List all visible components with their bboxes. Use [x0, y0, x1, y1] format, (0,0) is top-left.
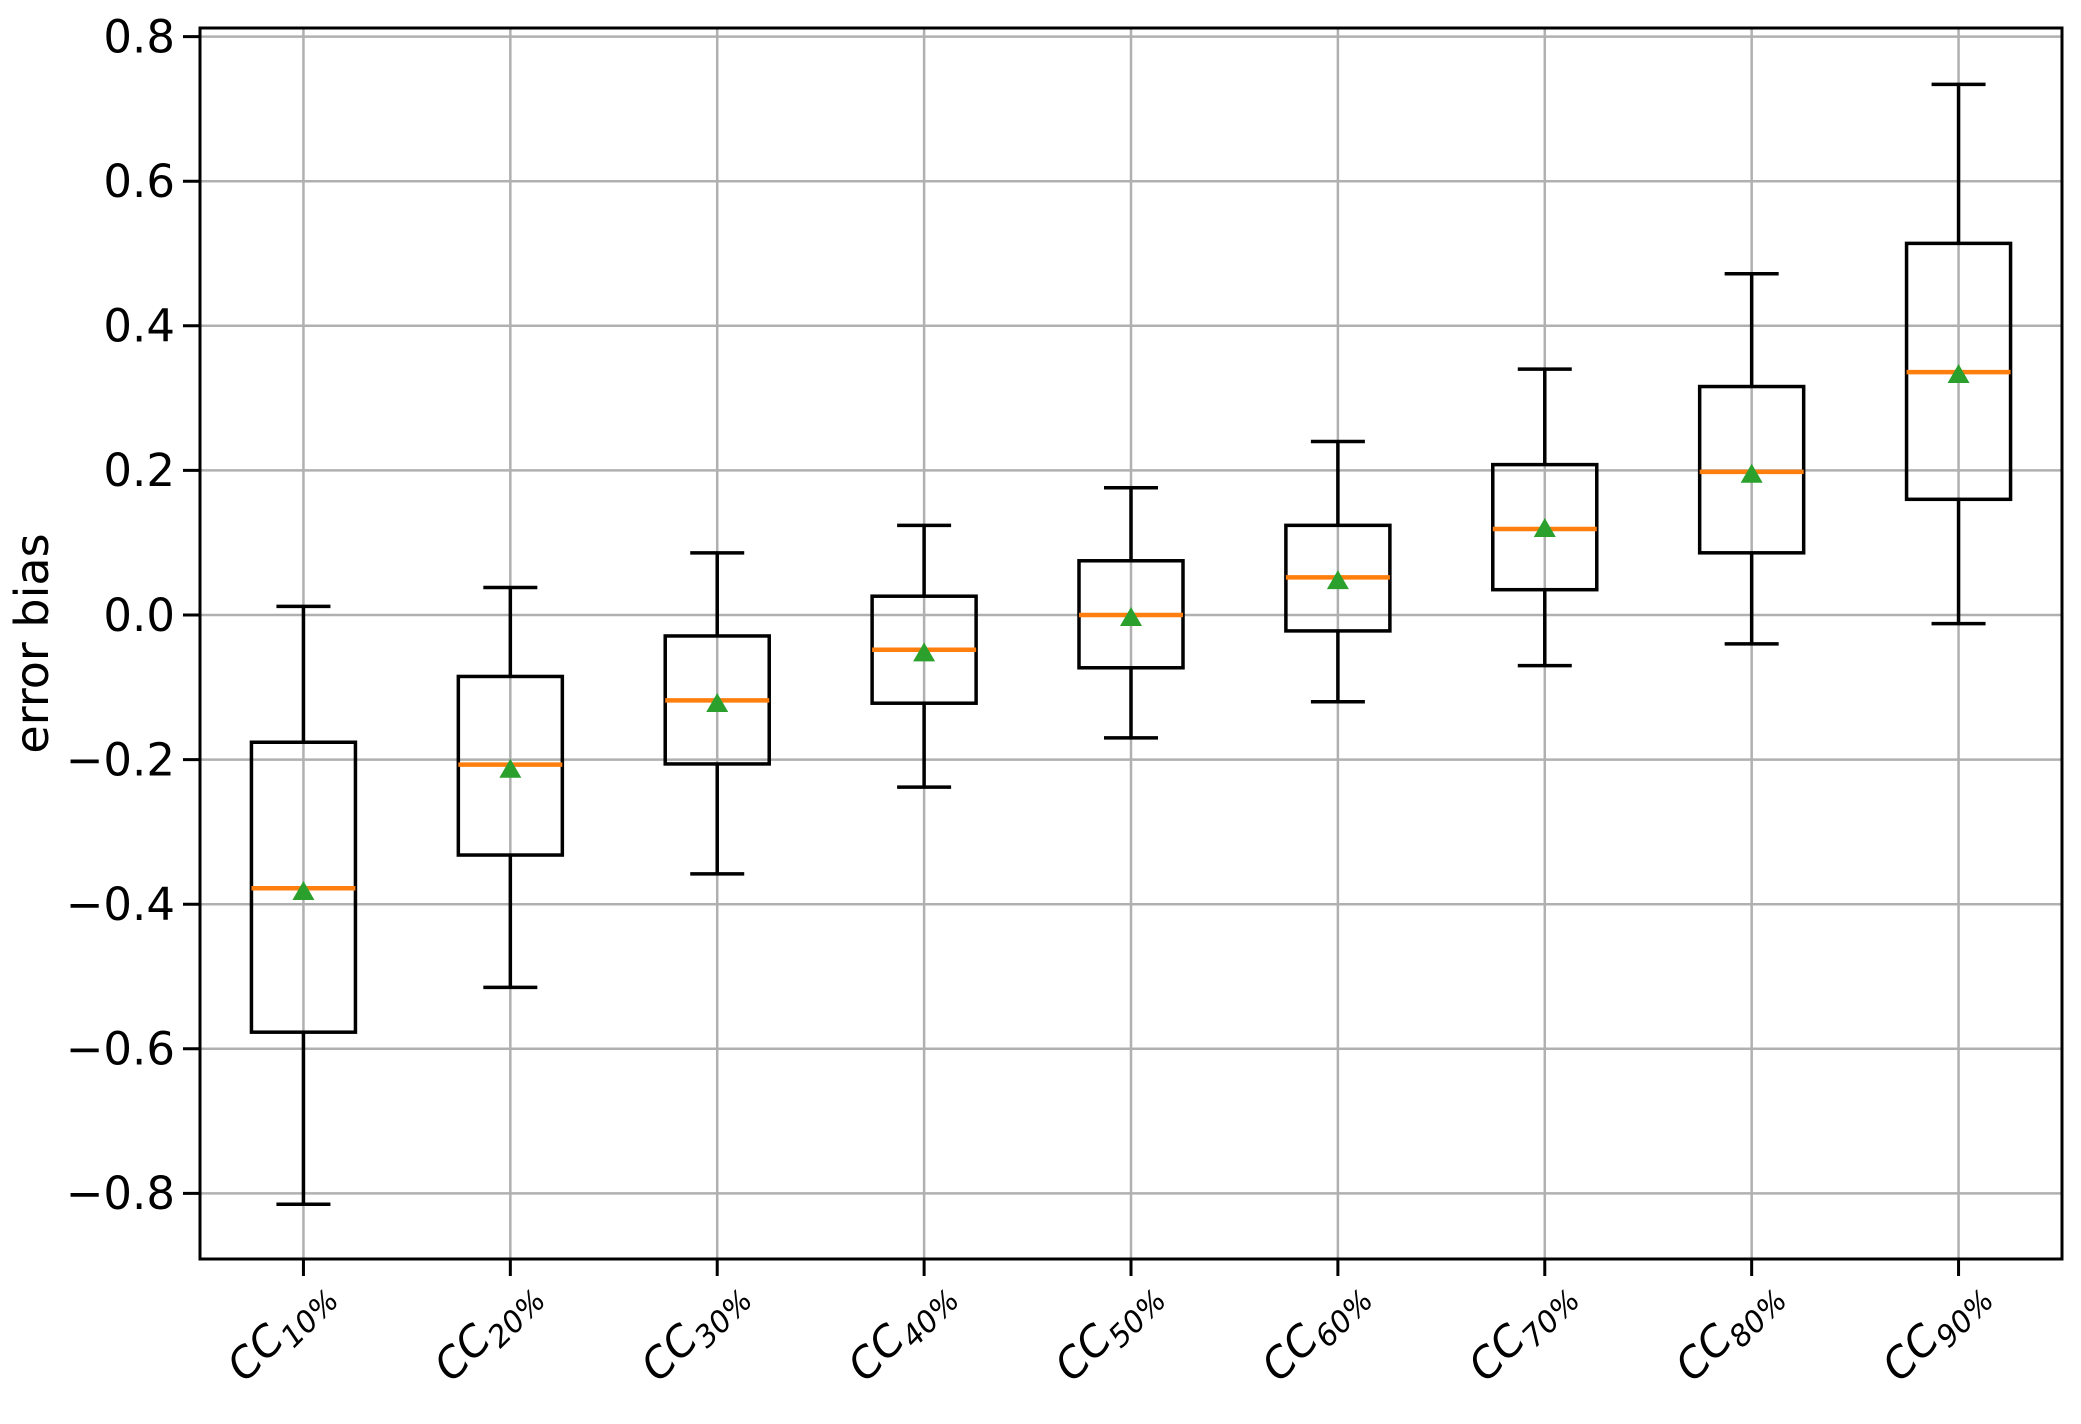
y-tick-label: −0.6	[66, 1023, 175, 1076]
box-group-80%	[1697, 271, 1806, 646]
box-group-50%	[1077, 486, 1185, 740]
y-tick-label: −0.8	[66, 1167, 175, 1220]
y-tick-label: 0.6	[103, 155, 175, 208]
y-tick-label: −0.4	[66, 878, 175, 931]
y-axis: 0.8 0.6 0.4 0.2 0.0 −0.2 −0.4 −0.6 −0.8	[66, 10, 200, 1220]
y-tick-label: 0.4	[103, 300, 175, 353]
y-axis-title: error bias	[5, 533, 59, 753]
mean-triangle-marker	[1120, 606, 1142, 626]
mean-triangle-marker	[913, 642, 936, 662]
mean-triangle-marker	[1533, 518, 1556, 538]
y-tick-label: −0.2	[66, 733, 175, 786]
box-group-10%	[249, 604, 358, 1206]
box-group-70%	[1491, 367, 1599, 668]
box-group-40%	[870, 523, 978, 789]
y-tick-label: 0.8	[103, 10, 175, 63]
mean-triangle-marker	[706, 692, 729, 712]
y-tick-label: 0.0	[103, 589, 175, 642]
box-group-30%	[663, 551, 771, 876]
y-tick-label: 0.2	[103, 444, 175, 497]
mean-triangle-marker	[1947, 364, 1970, 384]
mean-triangle-marker	[499, 758, 522, 778]
box-group-90%	[1904, 82, 2013, 626]
mean-triangle-marker	[292, 880, 315, 900]
mean-triangle-marker	[1326, 570, 1349, 590]
box-group-20%	[456, 585, 565, 990]
box-group-60%	[1284, 439, 1392, 704]
mean-triangle-marker	[1740, 463, 1763, 483]
